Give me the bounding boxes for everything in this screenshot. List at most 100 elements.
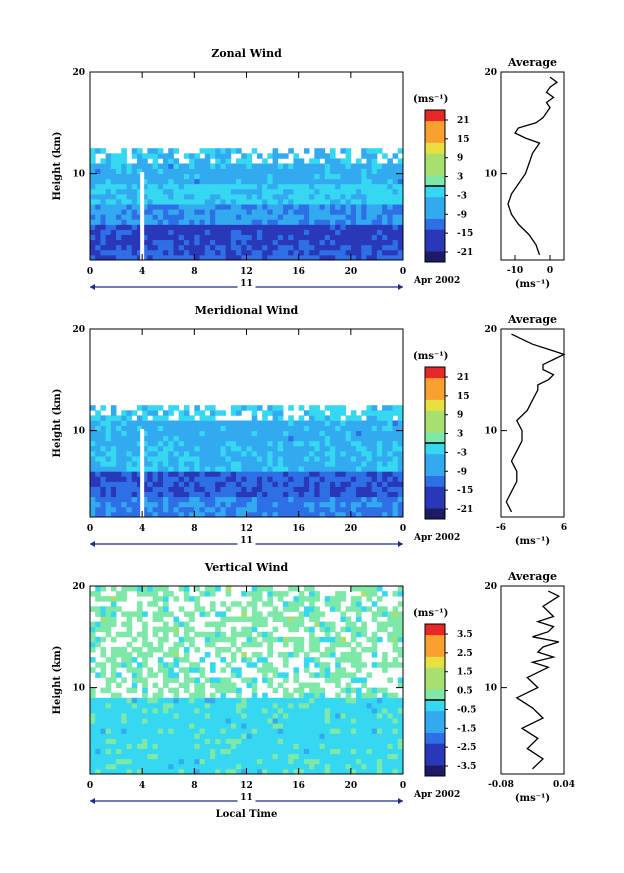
heatmap-cell: [392, 481, 399, 487]
heatmap-cell: [163, 456, 169, 462]
heatmap-cell: [178, 763, 185, 770]
heatmap-cell: [324, 596, 331, 602]
heatmap-cell: [267, 244, 273, 251]
heatmap-cell: [366, 466, 373, 472]
heatmap-cell: [142, 471, 148, 477]
heatmap-cell: [157, 193, 164, 200]
heatmap-cell: [209, 723, 216, 729]
heatmap-cell: [131, 476, 138, 482]
heatmap-cell: [136, 405, 143, 411]
heatmap-cell: [272, 743, 279, 749]
x-tick-label: 0: [87, 781, 93, 791]
heatmap-cell: [147, 440, 153, 447]
heatmap-cell: [126, 209, 133, 215]
heatmap-cell: [371, 707, 378, 714]
heatmap-cell: [116, 234, 122, 241]
heatmap-cell: [382, 193, 388, 200]
heatmap-cell: [251, 168, 258, 175]
heatmap-cell: [392, 188, 399, 195]
heatmap-cell: [110, 606, 117, 612]
heatmap-cell: [225, 718, 232, 724]
heatmap-cell: [376, 229, 383, 235]
heatmap-cell: [126, 501, 133, 508]
heatmap-cell: [183, 697, 190, 704]
heatmap-cell: [142, 501, 148, 508]
heatmap-cell: [105, 214, 112, 220]
heatmap-cell: [303, 758, 310, 765]
heatmap-cell: [267, 501, 273, 508]
heatmap-cell: [131, 163, 138, 169]
heatmap-cell: [329, 652, 336, 658]
heatmap-cell: [293, 188, 300, 195]
heatmap-cell: [142, 481, 148, 487]
heatmap-cell: [173, 244, 180, 251]
heatmap-cell: [173, 254, 180, 261]
heatmap-cell: [126, 707, 133, 714]
colorbar-segment: [425, 153, 445, 165]
heatmap-cell: [121, 440, 127, 447]
heatmap-cell: [136, 163, 143, 169]
heatmap-cell: [329, 153, 336, 159]
heatmap-cell: [236, 405, 242, 411]
heatmap-cell: [340, 697, 347, 704]
heatmap-cell: [100, 204, 107, 210]
heatmap-cell: [277, 718, 284, 724]
heatmap-cell: [100, 723, 107, 729]
heatmap-cell: [136, 491, 143, 498]
heatmap-cell: [147, 214, 153, 220]
heatmap-cell: [131, 718, 138, 724]
heatmap-cell: [329, 723, 336, 729]
heatmap-cell: [262, 410, 268, 416]
heatmap-cell: [340, 445, 347, 452]
heatmap-cell: [157, 707, 164, 714]
heatmap-cell: [225, 697, 232, 704]
heatmap-cell: [324, 153, 331, 159]
heatmap-cell: [350, 445, 357, 452]
heatmap-cell: [356, 435, 362, 442]
heatmap-cell: [262, 511, 268, 518]
heatmap-cell: [173, 249, 180, 256]
heatmap-cell: [340, 672, 347, 678]
heatmap-cell: [157, 501, 164, 508]
heatmap-cell: [340, 430, 347, 437]
heatmap-cell: [173, 229, 180, 235]
heatmap-cell: [152, 445, 159, 452]
heatmap-cell: [199, 209, 206, 215]
heatmap-cell: [178, 430, 185, 437]
heatmap-cell: [199, 178, 206, 185]
heatmap-cell: [267, 506, 273, 513]
heatmap-cell: [251, 481, 258, 487]
heatmap-cell: [303, 163, 310, 169]
heatmap-cell: [246, 430, 253, 437]
heatmap-cell: [136, 188, 143, 195]
heatmap-cell: [126, 435, 133, 442]
heatmap-cell: [230, 486, 237, 492]
heatmap-cell: [173, 652, 180, 658]
heatmap-cell: [220, 249, 227, 256]
heatmap-cell: [382, 178, 388, 185]
x-tick-label: 8: [191, 267, 197, 277]
heatmap-cell: [329, 244, 336, 251]
heatmap-cell: [183, 702, 190, 709]
heatmap-cell: [189, 611, 195, 617]
colorbar-tick-label: -9: [457, 210, 467, 220]
heatmap-cell: [324, 214, 331, 220]
heatmap-cell: [267, 496, 273, 503]
heatmap-cell: [366, 702, 373, 709]
heatmap-cell: [376, 254, 383, 261]
heatmap-cell: [256, 153, 263, 159]
heatmap-cell: [251, 586, 258, 592]
heatmap-cell: [209, 405, 216, 411]
heatmap-cell: [350, 631, 357, 638]
heatmap-cell: [241, 188, 247, 195]
heatmap-cell: [397, 229, 404, 235]
heatmap-cell: [387, 239, 393, 246]
heatmap-cell: [314, 249, 320, 256]
heatmap-cell: [199, 718, 206, 724]
heatmap-cell: [288, 748, 294, 755]
heatmap-cell: [90, 209, 96, 215]
heatmap-cell: [376, 702, 383, 709]
heatmap-cell: [194, 486, 200, 492]
heatmap-cell: [256, 763, 263, 770]
heatmap-cell: [335, 501, 341, 508]
